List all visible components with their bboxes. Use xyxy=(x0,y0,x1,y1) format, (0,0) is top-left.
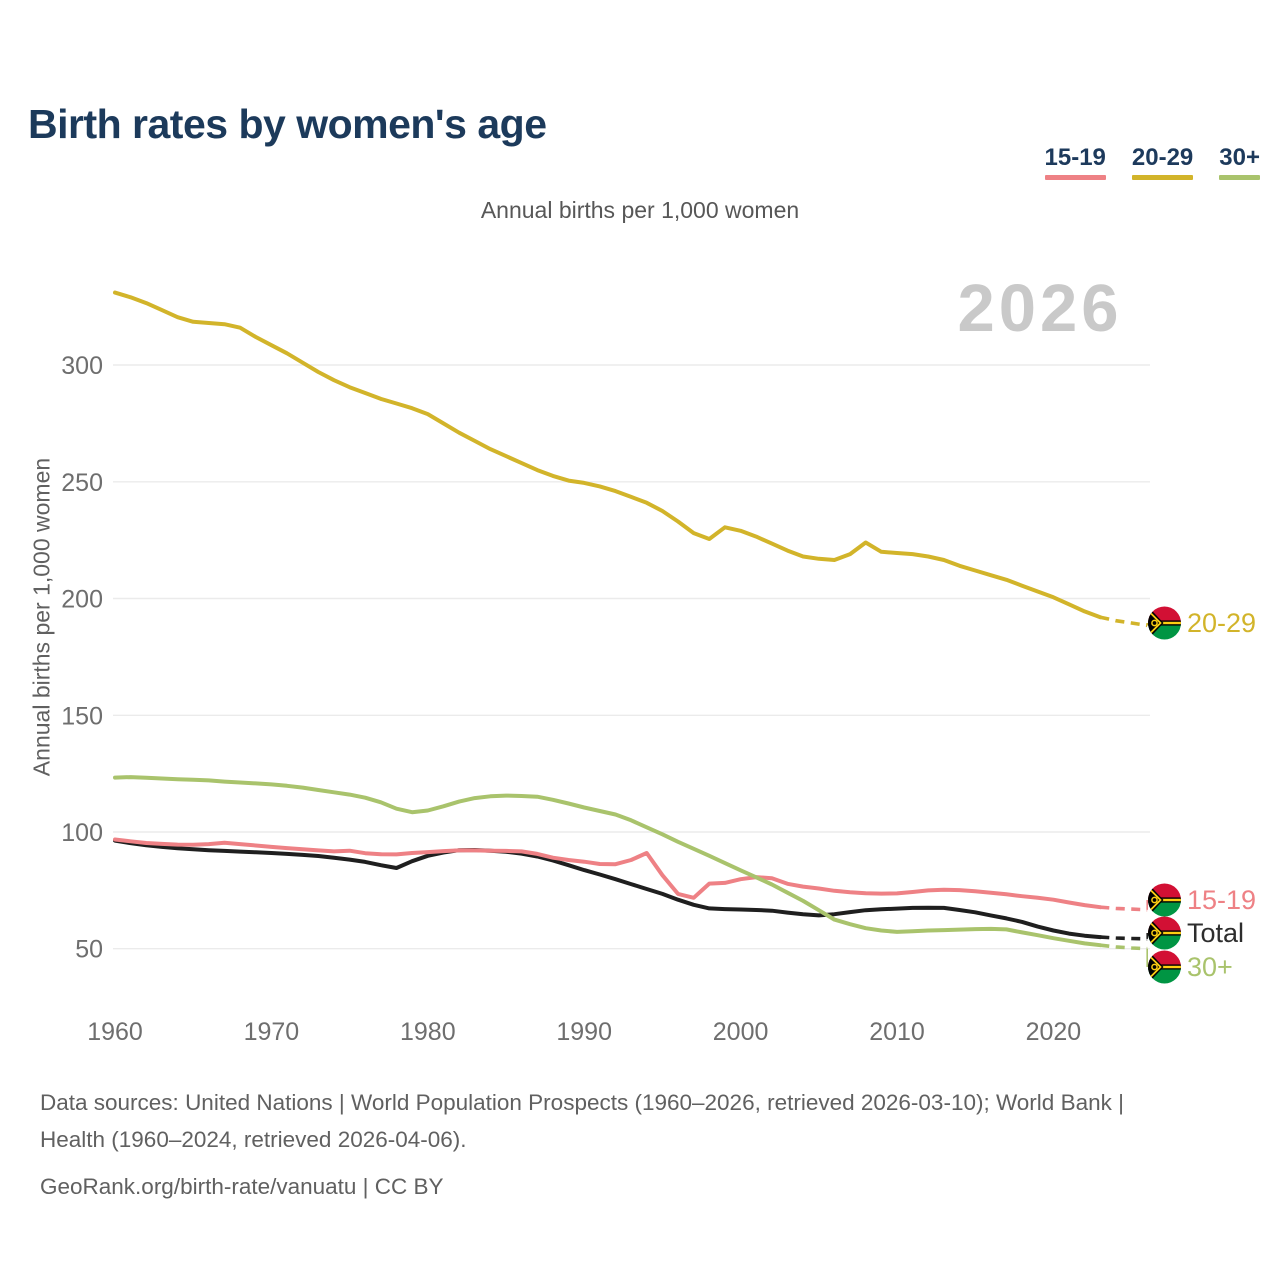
series-line-projection-15-19[interactable] xyxy=(1100,905,1148,912)
legend-item-30plus[interactable]: 30+ xyxy=(1219,144,1260,180)
series-line-projection-20-29[interactable] xyxy=(1099,615,1148,628)
legend-item-15-19[interactable]: 15-19 xyxy=(1044,144,1106,180)
vanuatu-flag-icon[interactable] xyxy=(1148,916,1182,950)
georank-attribution-link[interactable]: GeoRank.org/birth-rate/vanuatu | CC BY xyxy=(40,1174,444,1199)
chart-subtitle: Annual births per 1,000 women xyxy=(480,197,800,223)
legend-label-15-19: 15-19 xyxy=(1044,144,1106,171)
series-end-label-20-29[interactable]: 20-29 xyxy=(1187,608,1256,638)
series-line-20-29[interactable] xyxy=(113,290,1103,620)
data-sources-text: Data sources: United Nations | World Pop… xyxy=(40,1090,1124,1152)
x-tick-2010: 2010 xyxy=(869,1018,925,1046)
series-line-Total[interactable] xyxy=(113,838,1103,940)
vanuatu-flag-icon[interactable] xyxy=(1148,883,1182,917)
series-end-label-30+[interactable]: 30+ xyxy=(1187,952,1233,982)
legend-label-20-29: 20-29 xyxy=(1131,144,1194,171)
y-tick-200: 200 xyxy=(61,586,103,614)
y-tick-50: 50 xyxy=(75,936,103,964)
y-tick-250: 250 xyxy=(61,469,103,497)
y-tick-300: 300 xyxy=(61,352,103,380)
year-watermark: 2026 xyxy=(957,271,1123,346)
x-tick-2020: 2020 xyxy=(1026,1018,1082,1046)
y-tick-100: 100 xyxy=(61,819,103,847)
chart-legend: 15-19 20-29 30+ xyxy=(1044,144,1260,180)
legend-label-30plus: 30+ xyxy=(1219,144,1260,171)
series-line-30+[interactable] xyxy=(113,775,1103,948)
series-line-projection-Total[interactable] xyxy=(1100,935,1148,941)
series-line-projection-30+[interactable] xyxy=(1100,943,1148,951)
x-tick-1980: 1980 xyxy=(400,1018,456,1046)
series-end-label-Total[interactable]: Total xyxy=(1187,918,1244,948)
x-tick-2000: 2000 xyxy=(713,1018,769,1046)
legend-color-bar-20-29 xyxy=(1131,175,1194,180)
vanuatu-flag-icon[interactable] xyxy=(1148,606,1182,640)
y-tick-150: 150 xyxy=(61,702,103,730)
page-title: Birth rates by women's age xyxy=(28,101,547,148)
legend-item-20-29[interactable]: 20-29 xyxy=(1131,144,1194,180)
footer: Data sources: United Nations | World Pop… xyxy=(40,1084,1195,1205)
legend-color-bar-15-19 xyxy=(1044,175,1106,180)
legend-color-bar-30plus xyxy=(1219,175,1260,180)
series-end-label-15-19[interactable]: 15-19 xyxy=(1187,885,1256,915)
vanuatu-flag-icon[interactable] xyxy=(1148,950,1182,984)
series-line-15-19[interactable] xyxy=(113,837,1103,910)
x-tick-1990: 1990 xyxy=(556,1018,612,1046)
x-tick-1970: 1970 xyxy=(244,1018,300,1046)
x-tick-1960: 1960 xyxy=(87,1018,143,1046)
